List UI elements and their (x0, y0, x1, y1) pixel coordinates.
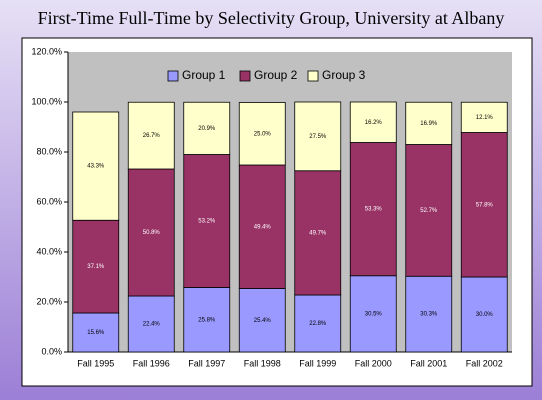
x-tick-label: Fall 1997 (188, 358, 225, 368)
bar-segment (183, 154, 231, 288)
data-label: 30.0% (476, 312, 494, 318)
data-label: 16.2% (365, 120, 383, 126)
bar-segment (349, 101, 397, 143)
x-tick-label: Fall 2002 (466, 358, 503, 368)
y-tick-label: 0.0% (41, 346, 62, 356)
bar-segment (349, 275, 397, 353)
bar-segment (349, 142, 397, 277)
bar-segment (238, 102, 286, 166)
x-tick-label: Fall 2001 (410, 358, 447, 368)
bar-segment (460, 132, 508, 278)
x-tick-label: Fall 1999 (299, 358, 336, 368)
data-label: 53.3% (365, 207, 383, 213)
data-label: 49.7% (309, 230, 327, 236)
bar-segment (127, 295, 175, 353)
bar-segment (183, 287, 231, 353)
bar-segment (460, 101, 508, 133)
legend-label: Group 2 (254, 68, 298, 82)
bar-segment (72, 219, 120, 314)
bar-segment (460, 276, 508, 353)
data-label: 50.8% (143, 230, 161, 236)
bar-segment (294, 101, 342, 172)
bar-segment (294, 170, 342, 296)
legend-swatch (167, 70, 179, 82)
bar-segment (405, 144, 453, 277)
bar-segment (405, 275, 453, 353)
y-tick-label: 40.0% (36, 246, 62, 256)
chart-title: First-Time Full-Time by Selectivity Grou… (38, 8, 505, 28)
data-label: 43.3% (87, 164, 105, 170)
data-label: 25.4% (254, 318, 272, 324)
legend-swatch (239, 70, 251, 82)
y-tick-label: 80.0% (36, 146, 62, 156)
y-tick-label: 60.0% (36, 196, 62, 206)
bar-segment (127, 168, 175, 297)
data-label: 25.8% (198, 317, 216, 323)
data-label: 53.2% (198, 219, 216, 225)
bar-segment (238, 164, 286, 289)
data-label: 25.0% (254, 131, 272, 137)
legend-label: Group 3 (322, 68, 366, 82)
data-label: 27.5% (309, 134, 327, 140)
x-tick-label: Fall 2000 (355, 358, 392, 368)
bar-segment (127, 101, 175, 170)
legend-swatch (307, 70, 319, 82)
data-label: 22.8% (309, 321, 327, 327)
data-label: 12.1% (476, 115, 494, 121)
data-label: 52.7% (420, 208, 438, 214)
bar-segment (238, 288, 286, 353)
data-label: 49.4% (254, 224, 272, 230)
data-label: 26.7% (143, 133, 161, 139)
data-label: 57.8% (476, 202, 494, 208)
x-tick-label: Fall 1998 (244, 358, 281, 368)
x-tick-label: Fall 1996 (133, 358, 170, 368)
bar-segment (405, 101, 453, 145)
x-tick-label: Fall 1995 (77, 358, 114, 368)
data-label: 16.9% (420, 121, 438, 127)
data-label: 30.5% (365, 311, 383, 317)
legend-label: Group 1 (182, 68, 226, 82)
y-tick-label: 100.0% (31, 96, 62, 106)
data-label: 30.3% (420, 312, 438, 318)
bar-segment (72, 111, 120, 221)
y-tick-label: 20.0% (36, 296, 62, 306)
bar-segment (294, 294, 342, 353)
y-tick-label: 120.0% (31, 46, 62, 56)
data-label: 20.9% (198, 126, 216, 132)
data-label: 22.4% (143, 322, 161, 328)
bar-segment (183, 101, 231, 155)
data-label: 37.1% (87, 264, 105, 270)
data-label: 15.6% (87, 330, 105, 336)
bar-segment (72, 312, 120, 353)
